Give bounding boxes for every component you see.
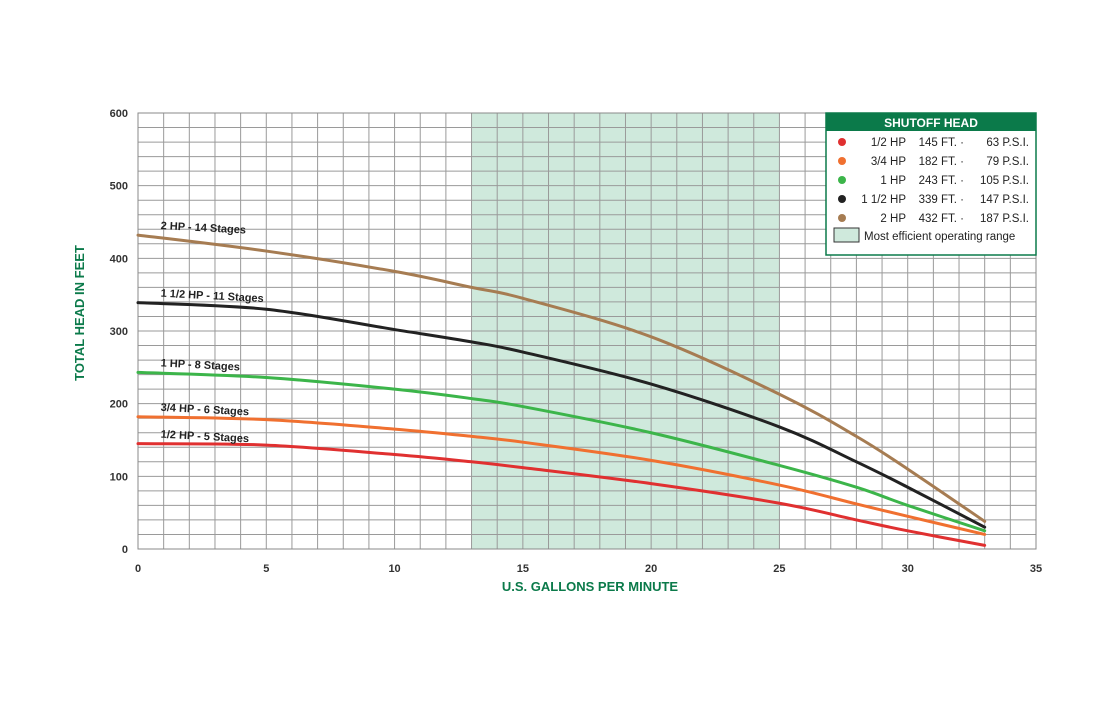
series-line (136, 301, 987, 529)
legend-marker (838, 157, 846, 165)
legend-group: SHUTOFF HEAD 1/2 HP 145 FT. · 63 P.S.I. 3/4 … (825, 112, 1037, 256)
y-tick-label: 500 (110, 181, 128, 193)
y-tick-label: 0 (122, 544, 128, 556)
legend-hp: 1/2 HP (871, 137, 906, 149)
curve-label: 1 1/2 HP - 11 Stages (160, 288, 264, 305)
series-line (136, 442, 987, 547)
legend-range-swatch (833, 227, 860, 243)
legend-feet: 432 FT. · (919, 213, 964, 225)
y-tick-label: 200 (110, 399, 128, 411)
legend-header (826, 113, 1036, 131)
legend-hp: 1 HP (880, 175, 906, 187)
legend-range-label: Most efficient operating range (864, 231, 1015, 243)
y-tick-label: 300 (110, 326, 128, 338)
legend-psi: 105 P.S.I. (980, 175, 1029, 187)
legend-psi: 147 P.S.I. (980, 194, 1029, 206)
curve-label: 1 HP - 8 Stages (160, 357, 240, 373)
y-tick-label: 400 (110, 253, 128, 265)
x-tick-label: 0 (135, 563, 141, 575)
legend-marker (838, 195, 846, 203)
x-tick-label: 25 (773, 563, 785, 575)
curve-label: 1/2 HP - 5 Stages (160, 429, 249, 446)
plot-frame (137, 112, 1037, 550)
legend-hp: 3/4 HP (871, 156, 906, 168)
series-group (136, 233, 987, 547)
legend-hp: 1 1/2 HP (861, 194, 906, 206)
axes-group: 0 5 10 15 20 25 30 35 0 100 200 300 400 500 600 U.S. GA… (72, 108, 1042, 594)
curve-label: 3/4 HP - 6 Stages (160, 402, 249, 419)
legend-hp: 2 HP (880, 213, 906, 225)
x-tick-label: 30 (902, 563, 914, 575)
grid-group (137, 112, 1037, 550)
legend-marker (838, 138, 846, 146)
legend-feet: 243 FT. · (919, 175, 964, 187)
series-line (136, 370, 987, 533)
legend-marker (838, 176, 846, 184)
y-tick-label: 100 (110, 471, 128, 483)
curve-label: 2 HP - 14 Stages (160, 220, 246, 236)
x-tick-label: 15 (517, 563, 529, 575)
x-tick-label: 35 (1030, 563, 1042, 575)
legend-feet: 145 FT. · (919, 137, 964, 149)
x-tick-label: 10 (388, 563, 400, 575)
legend-psi: 187 P.S.I. (980, 213, 1029, 225)
y-axis-title: TOTAL HEAD IN FEET (72, 245, 87, 381)
legend-feet: 339 FT. · (919, 194, 964, 206)
x-tick-label: 5 (263, 563, 269, 575)
y-tick-label: 600 (110, 108, 128, 120)
legend-marker (838, 214, 846, 222)
curve-labels-group: 2 HP - 14 Stages 1 1/2 HP - 11 Stages 1 HP… (160, 220, 264, 445)
x-tick-label: 20 (645, 563, 657, 575)
series-line (136, 233, 987, 523)
x-axis-title: U.S. GALLONS PER MINUTE (502, 579, 679, 594)
legend-psi: 63 P.S.I. (986, 137, 1029, 149)
legend-feet: 182 FT. · (919, 156, 964, 168)
series-line (136, 415, 987, 536)
legend-title: SHUTOFF HEAD (884, 116, 978, 130)
legend-psi: 79 P.S.I. (986, 156, 1029, 168)
